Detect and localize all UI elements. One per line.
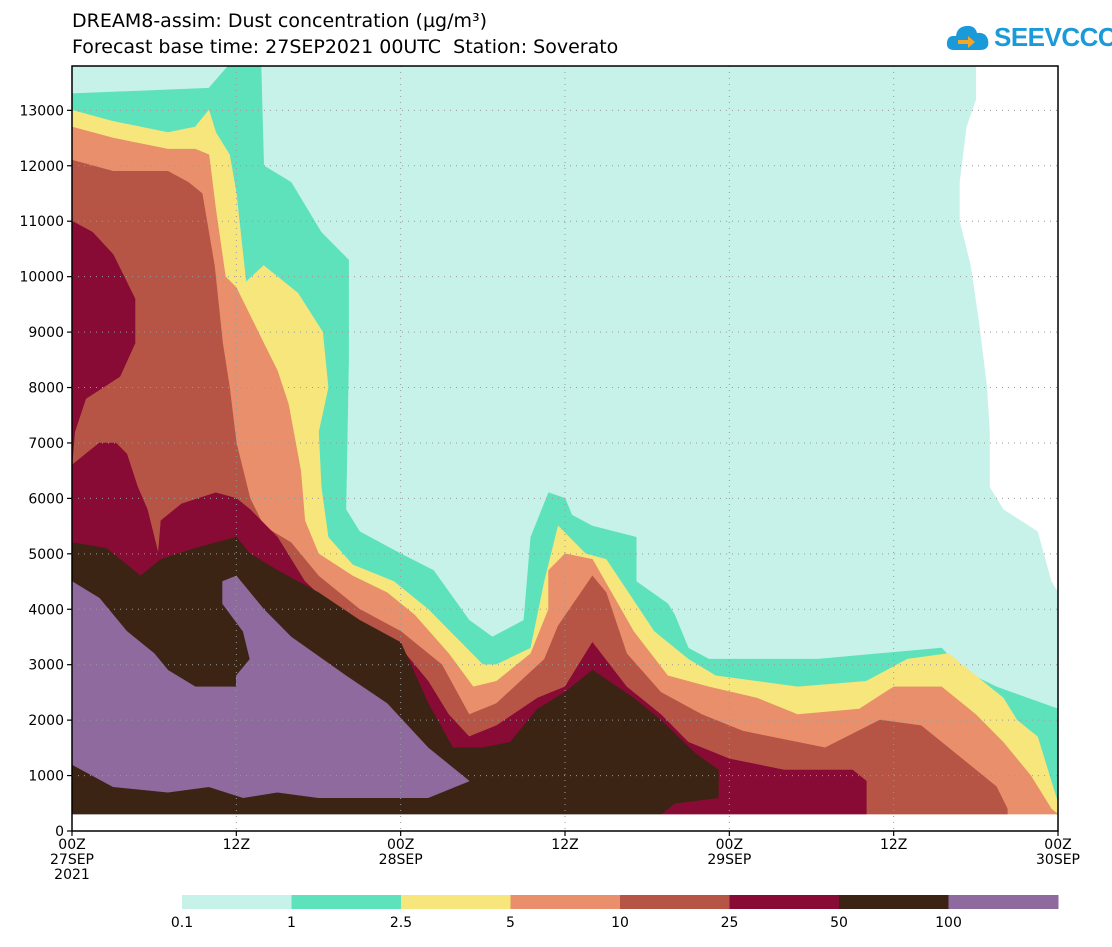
y-tick-label-3000: 3000: [28, 658, 64, 674]
chart-title: DREAM8-assim: Dust concentration (µg/m³): [72, 10, 488, 32]
legend-label-2: 2.5: [390, 915, 412, 931]
y-tick-label-13000: 13000: [19, 103, 64, 119]
y-tick-label-12000: 12000: [19, 159, 64, 175]
y-tick-label-8000: 8000: [28, 381, 64, 397]
legend-swatch-0: [182, 895, 292, 909]
y-tick-label-10000: 10000: [19, 270, 64, 286]
contour-fills: [71, 65, 1059, 831]
y-tick-label-2000: 2000: [28, 713, 64, 729]
x-tick-label-0-0: 00Z: [58, 837, 85, 853]
legend-swatch-7: [948, 895, 1059, 909]
y-tick-label-9000: 9000: [28, 325, 64, 341]
x-tick-label-0-1: 27SEP: [50, 852, 94, 868]
legend-label-6: 50: [830, 915, 848, 931]
axes: 0 1000 2000 3000 4000 5000 6000 7000 8000 9000 100…: [19, 65, 1080, 883]
legend-swatch-4: [620, 895, 730, 909]
x-tick-label-12-0: 12Z: [223, 837, 250, 853]
y-tick-label-4000: 4000: [28, 602, 64, 618]
y-tick-label-11000: 11000: [19, 214, 64, 230]
y-tick-label-0: 0: [55, 824, 64, 840]
legend-swatch-5: [729, 895, 840, 909]
legend-label-5: 25: [721, 915, 739, 931]
x-tick-label-48-0: 00Z: [716, 837, 743, 853]
y-tick-label-7000: 7000: [28, 436, 64, 452]
logo-text: SEEVCCC: [994, 22, 1112, 52]
x-tick-label-72-0: 00Z: [1044, 837, 1071, 853]
legend-label-7: 100: [935, 915, 962, 931]
legend-label-1: 1: [287, 915, 296, 931]
legend-label-4: 10: [611, 915, 629, 931]
y-tick-label-1000: 1000: [28, 769, 64, 785]
x-tick-label-24-0: 00Z: [387, 837, 414, 853]
legend-swatch-6: [839, 895, 949, 909]
legend-label-3: 5: [506, 915, 515, 931]
x-tick-label-0-2: 2021: [54, 867, 90, 883]
y-tick-label-5000: 5000: [28, 547, 64, 563]
legend-swatch-2: [401, 895, 511, 909]
x-tick-label-60-0: 12Z: [880, 837, 907, 853]
legend-swatch-1: [291, 895, 402, 909]
cloud-arrow-icon: [946, 25, 989, 50]
x-tick-label-24-1: 28SEP: [379, 852, 423, 868]
grid-lines: [72, 66, 1058, 831]
x-tick-label-72-1: 30SEP: [1036, 852, 1080, 868]
seevccc-logo: SEEVCCC: [946, 20, 1112, 60]
x-tick-label-36-0: 12Z: [551, 837, 578, 853]
legend-label-0: 0.1: [171, 915, 193, 931]
chart-subtitle: Forecast base time: 27SEP2021 00UTC Stat…: [72, 36, 619, 58]
legend-swatch-3: [510, 895, 621, 909]
y-tick-label-6000: 6000: [28, 491, 64, 507]
x-tick-label-48-1: 29SEP: [707, 852, 751, 868]
color-legend: 0.1 1 2.5 5 10 25 50 100: [171, 895, 1059, 931]
contour-100-8: [71, 575, 470, 799]
